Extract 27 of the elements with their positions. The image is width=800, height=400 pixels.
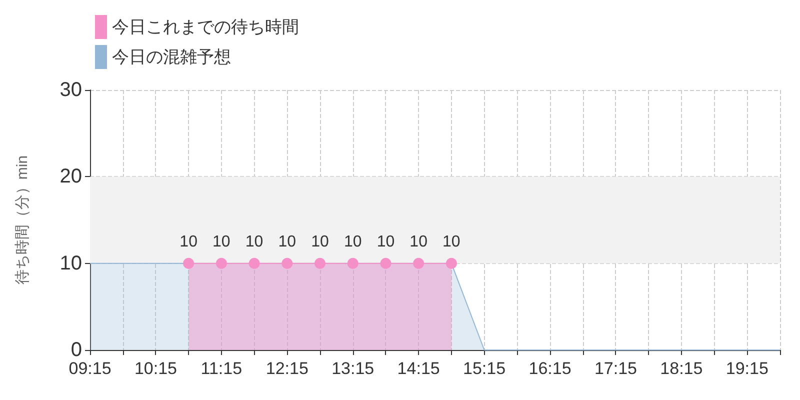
- data-label: 10: [344, 233, 362, 250]
- x-tick-label: 09:15: [68, 359, 112, 378]
- legend-label: 今日これまでの待ち時間: [112, 18, 299, 36]
- data-label: 10: [376, 233, 395, 250]
- y-tick-label: 10: [60, 252, 82, 274]
- y-tick-label: 20: [60, 166, 82, 188]
- data-label: 10: [278, 233, 296, 250]
- data-label: 10: [212, 233, 230, 250]
- x-tick-label: 11:15: [200, 359, 242, 378]
- legend-label: 今日の混雑予想: [112, 48, 231, 66]
- x-tick-label: 14:15: [397, 359, 440, 378]
- data-label: 10: [180, 233, 198, 250]
- data-label: 10: [311, 233, 329, 250]
- x-tick-label: 12:15: [266, 359, 308, 378]
- y-tick-label: 0: [70, 339, 82, 361]
- x-tick-label: 17:15: [594, 359, 637, 378]
- x-tick-label: 10:15: [134, 359, 177, 378]
- y-axis-title: 待ち時間（分）min: [14, 155, 31, 285]
- x-tick-label: 18:15: [660, 359, 703, 378]
- data-label: 10: [410, 233, 428, 250]
- x-tick-label: 13:15: [332, 359, 374, 378]
- data-label: 10: [245, 233, 264, 250]
- data-label: 10: [442, 233, 460, 250]
- x-tick-label: 15:15: [463, 359, 506, 378]
- y-tick-label: 30: [60, 79, 82, 101]
- x-tick-label: 16:15: [528, 359, 572, 378]
- x-tick-label: 19:15: [726, 359, 768, 378]
